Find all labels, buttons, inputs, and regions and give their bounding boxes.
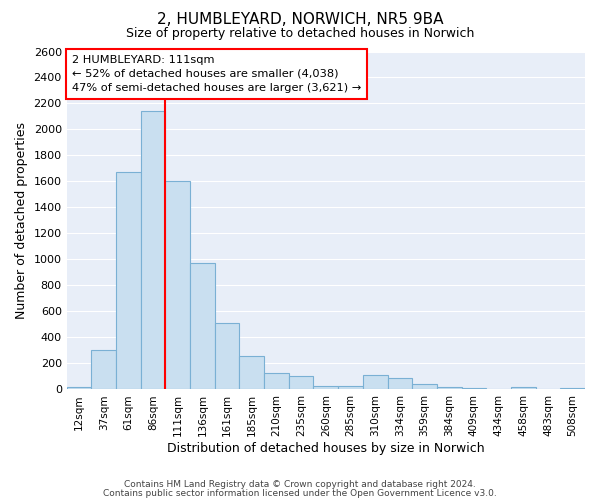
Bar [338, 386, 363, 390]
Bar [313, 386, 338, 390]
Text: Contains public sector information licensed under the Open Government Licence v3: Contains public sector information licen… [103, 488, 497, 498]
Bar [560, 388, 585, 390]
Bar [141, 112, 166, 390]
Bar [388, 378, 412, 390]
Bar [536, 389, 560, 390]
Bar [67, 387, 91, 390]
X-axis label: Distribution of detached houses by size in Norwich: Distribution of detached houses by size … [167, 442, 485, 455]
Bar [215, 323, 239, 390]
Text: 2 HUMBLEYARD: 111sqm
← 52% of detached houses are smaller (4,038)
47% of semi-de: 2 HUMBLEYARD: 111sqm ← 52% of detached h… [72, 55, 361, 93]
Bar [91, 350, 116, 390]
Bar [190, 264, 215, 390]
Bar [511, 387, 536, 390]
Bar [363, 374, 388, 390]
Y-axis label: Number of detached properties: Number of detached properties [15, 122, 28, 319]
Bar [239, 356, 264, 390]
Bar [437, 387, 461, 390]
Text: 2, HUMBLEYARD, NORWICH, NR5 9BA: 2, HUMBLEYARD, NORWICH, NR5 9BA [157, 12, 443, 28]
Bar [166, 182, 190, 390]
Bar [264, 373, 289, 390]
Bar [412, 384, 437, 390]
Text: Size of property relative to detached houses in Norwich: Size of property relative to detached ho… [126, 28, 474, 40]
Bar [486, 389, 511, 390]
Text: Contains HM Land Registry data © Crown copyright and database right 2024.: Contains HM Land Registry data © Crown c… [124, 480, 476, 489]
Bar [289, 376, 313, 390]
Bar [461, 388, 486, 390]
Bar [116, 172, 141, 390]
